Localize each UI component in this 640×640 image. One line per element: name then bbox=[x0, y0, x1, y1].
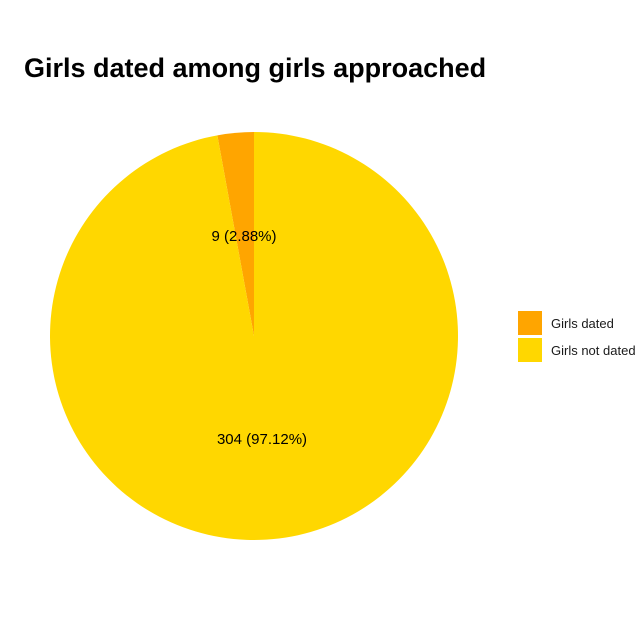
pie-slice-girls-dated bbox=[217, 132, 254, 336]
legend: Girls dated Girls not dated bbox=[518, 311, 636, 362]
pie-slice-girls-not-dated bbox=[50, 132, 459, 540]
pie-slice-labels: 9 (2.88%) 304 (97.12%) bbox=[211, 228, 307, 448]
slice-label-girls-not-dated: 304 (97.12%) bbox=[217, 431, 307, 448]
slice-label-girls-dated: 9 (2.88%) bbox=[211, 228, 276, 245]
legend-swatch-girls-dated bbox=[518, 311, 542, 335]
legend-swatch-girls-not-dated bbox=[518, 338, 542, 362]
legend-label-girls-dated: Girls dated bbox=[551, 316, 614, 331]
chart-title: Girls dated among girls approached bbox=[24, 53, 486, 83]
legend-label-girls-not-dated: Girls not dated bbox=[551, 343, 636, 358]
pie-slices bbox=[50, 132, 459, 540]
